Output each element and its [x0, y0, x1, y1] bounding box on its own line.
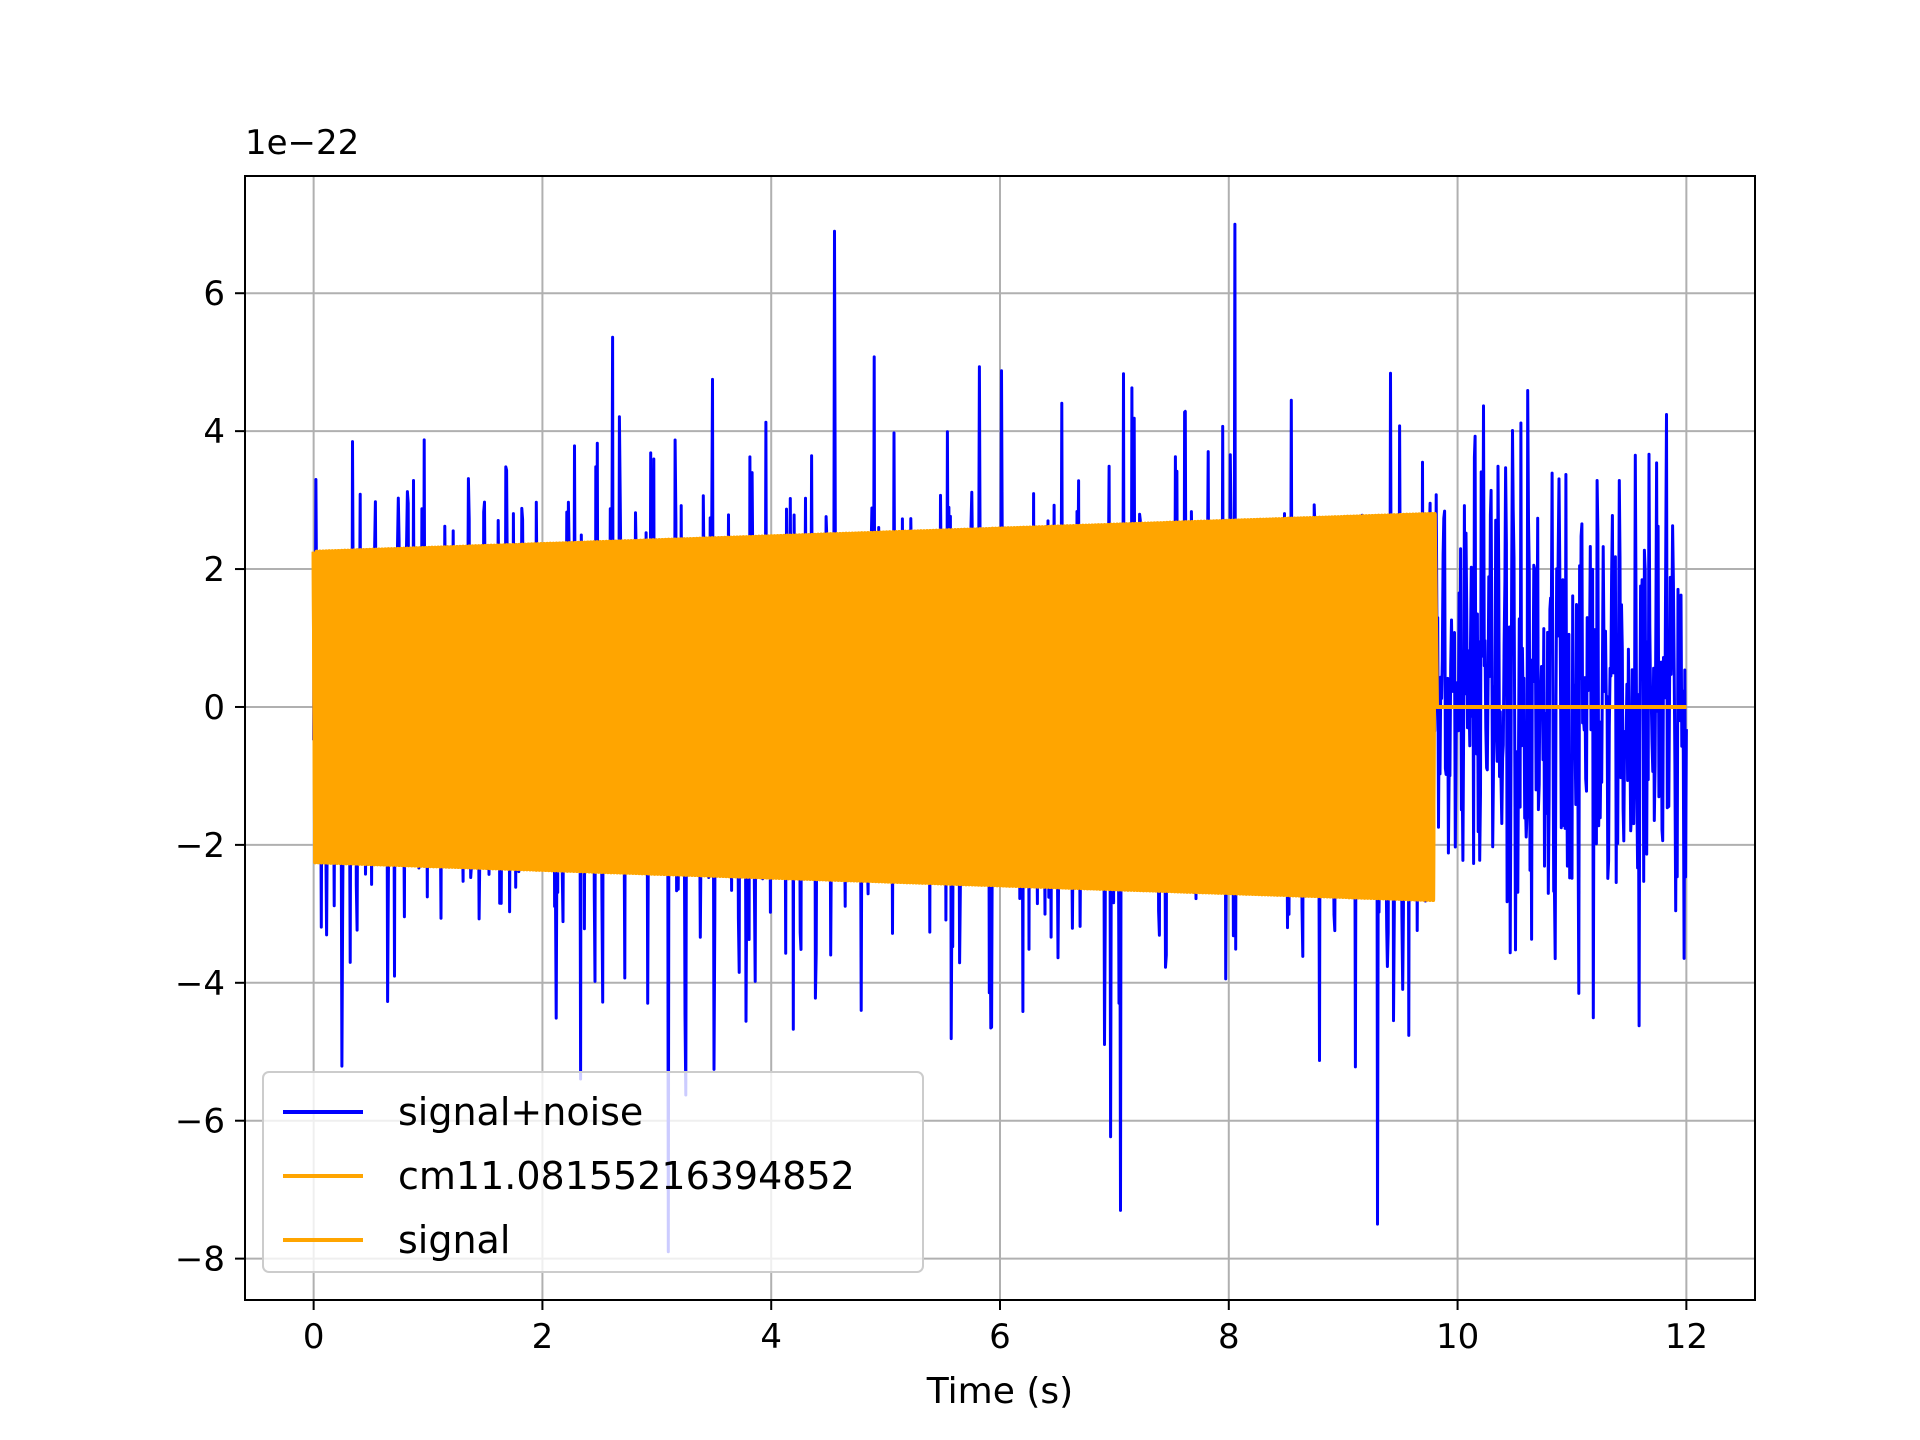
y-tick-label: −6 [175, 1102, 225, 1142]
plot-area [311, 222, 1688, 1254]
legend: signal+noise cm11.08155216394852 signal [262, 1071, 924, 1273]
x-tick-label: 10 [1436, 1317, 1479, 1357]
y-tick-label: 6 [203, 274, 225, 314]
legend-label: cm11.08155216394852 [398, 1154, 855, 1198]
y-tick-label: −8 [175, 1240, 225, 1280]
x-tick-label: 2 [532, 1317, 554, 1357]
legend-label: signal [398, 1218, 510, 1262]
y-tick-label: 2 [203, 550, 225, 590]
y-tick-label: 0 [203, 688, 225, 728]
x-tick-label: 0 [303, 1317, 325, 1357]
x-tick-label: 8 [1218, 1317, 1240, 1357]
y-tick-label: −4 [175, 964, 225, 1004]
y-tick-label: 4 [203, 412, 225, 452]
x-tick-label: 4 [760, 1317, 782, 1357]
y-offset-text: 1e−22 [245, 123, 359, 163]
x-axis-ticks: 0 2 4 6 8 10 12 [303, 1300, 1708, 1357]
x-axis-label: Time (s) [926, 1371, 1073, 1412]
series-signal-line [311, 511, 1687, 902]
y-axis-ticks: −8 −6 −4 −2 0 2 4 6 [175, 274, 245, 1280]
legend-box [262, 1071, 924, 1273]
y-tick-label: −2 [175, 826, 225, 866]
x-tick-label: 6 [989, 1317, 1011, 1357]
x-tick-label: 12 [1665, 1317, 1708, 1357]
legend-label: signal+noise [398, 1090, 643, 1134]
